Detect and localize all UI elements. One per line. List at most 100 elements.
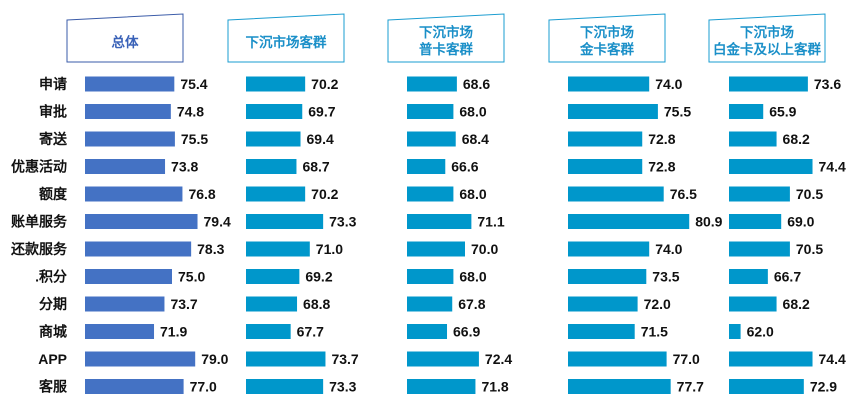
bar [729,214,782,229]
data-label: 76.8 [188,186,215,202]
data-label: 72.8 [648,131,675,147]
data-label: 68.0 [459,269,486,285]
data-label: 77.7 [677,379,704,395]
bar [246,351,326,367]
data-label: 74.0 [655,241,682,257]
bar [246,131,301,147]
data-label: 72.0 [644,296,671,312]
bar [568,131,643,147]
data-label: 69.4 [307,131,334,147]
category-label: 优惠活动 [11,159,67,175]
data-label: 70.2 [311,76,338,92]
bar [246,241,310,257]
category-label: 账单服务 [11,214,68,230]
data-label: 75.5 [664,104,691,120]
bar [407,186,454,202]
data-label: 68.8 [303,296,330,312]
bar [246,379,324,394]
panel-title: 下沉市场 [580,24,634,40]
panel-header-box [548,13,666,63]
data-label: 66.9 [453,324,480,340]
bar [246,159,297,174]
bar [568,214,690,229]
data-label: 70.2 [311,186,338,202]
bar [85,379,184,394]
data-label: 73.7 [170,296,197,312]
data-label: 68.4 [462,131,489,147]
bar [85,104,171,119]
data-label: 77.0 [673,351,700,367]
data-label: 75.0 [178,269,205,285]
data-label: 71.8 [481,379,508,395]
data-label: 74.8 [177,104,204,120]
panel-header-box [708,13,826,63]
data-label: 69.2 [305,269,332,285]
category-label: 寄送 [39,131,68,147]
data-label: 76.5 [670,186,697,202]
bar [729,351,813,367]
data-label: 67.8 [458,296,485,312]
bar [568,351,667,367]
panel-title: 总体 [112,34,139,50]
bar [85,296,165,312]
bar [568,186,664,202]
bar [568,324,635,339]
data-label: 68.7 [302,159,329,175]
bar [407,324,448,339]
category-label: 客服 [38,379,68,395]
bar [246,104,303,119]
category-label: .积分 [35,269,67,285]
bar [85,76,175,92]
bar [568,76,650,92]
bar [407,351,479,367]
bar [85,159,166,174]
bar [407,296,453,312]
data-label: 73.8 [171,159,198,175]
data-label: 79.4 [204,214,231,230]
panel-header-box [66,13,184,63]
category-label: APP [38,351,67,367]
bar [568,241,650,257]
bar [407,214,472,229]
data-label: 77.0 [190,379,217,395]
panel-title: 金卡客群 [579,41,634,57]
panel-title: 下沉市场 [740,24,794,40]
bar [85,186,183,202]
bar [568,296,638,312]
bar [729,241,790,257]
bar [85,241,192,257]
data-label: 62.0 [747,324,774,340]
data-label: 73.3 [329,214,356,230]
bar [407,76,457,92]
bar [85,351,196,367]
bar [407,241,465,257]
bar [407,379,476,394]
bar [85,131,175,147]
bar [729,159,813,174]
data-label: 70.5 [796,241,823,257]
category-label: 申请 [39,76,67,92]
data-label: 68.0 [459,104,486,120]
data-label: 68.6 [463,76,490,92]
bar [729,131,777,147]
category-label: 还款服务 [10,241,68,257]
bar [407,104,454,119]
data-label: 75.4 [180,76,207,92]
data-label: 74.4 [819,351,846,367]
data-label: 70.0 [471,241,498,257]
category-label: 审批 [39,104,67,120]
data-label: 68.0 [459,186,486,202]
panel-title: 普卡客群 [419,41,473,57]
data-label: 73.6 [814,76,841,92]
data-label: 68.2 [783,296,810,312]
data-label: 72.8 [648,159,675,175]
panel-header-box [227,13,345,63]
panel-title: 白金卡及以上客群 [713,41,821,57]
data-label: 73.5 [652,269,679,285]
data-label: 78.3 [197,241,224,257]
data-label: 80.9 [695,214,722,230]
bar [568,104,658,119]
bar [246,296,298,312]
data-label: 66.6 [451,159,478,175]
